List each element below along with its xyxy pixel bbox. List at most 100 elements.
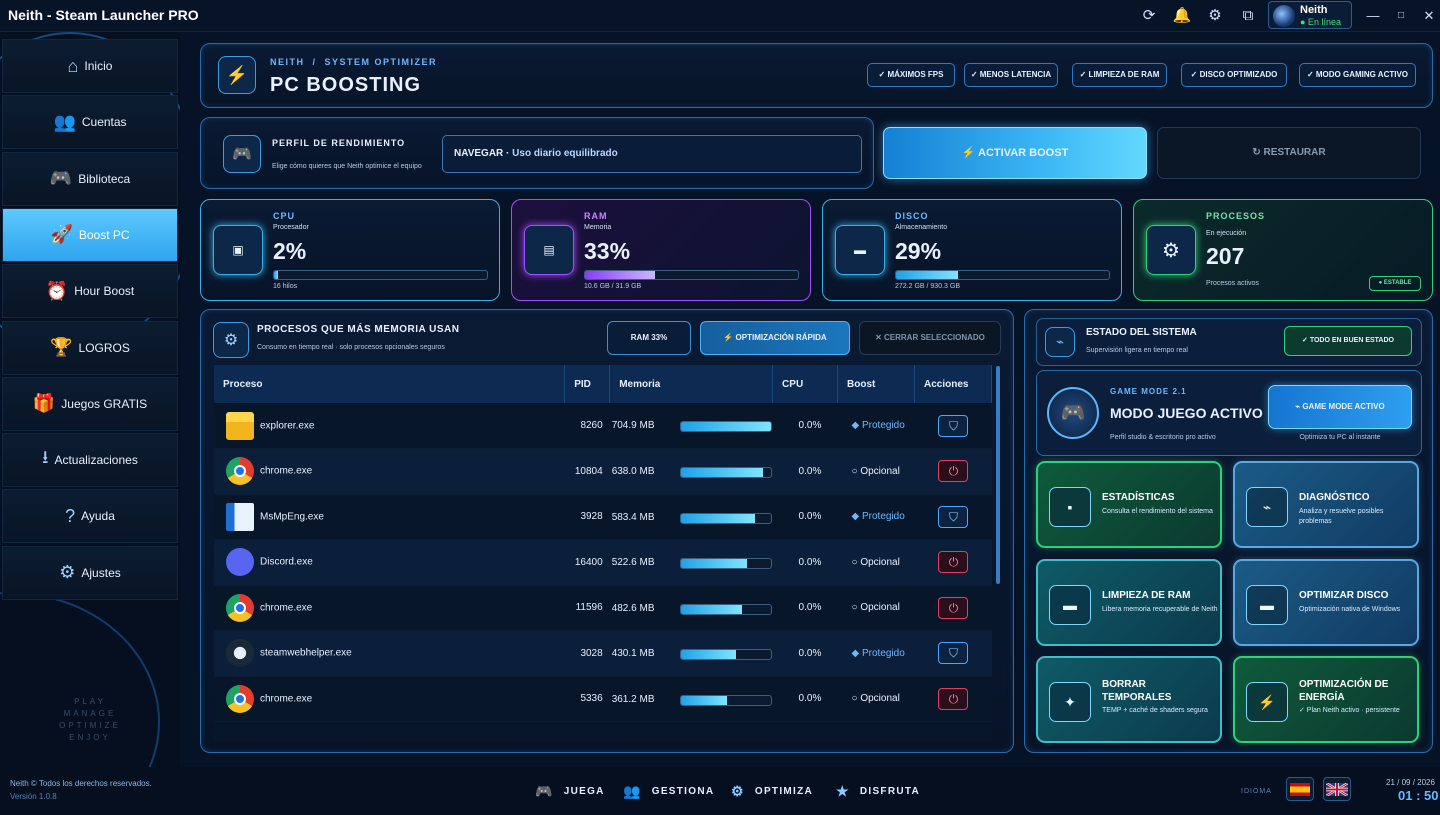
process-memory: 583.4 MB xyxy=(611,511,655,523)
lightning-icon: ⚡ xyxy=(218,56,256,94)
table-row[interactable]: chrome.exe 10804 638.0 MB 0.0% ○ Opcional ⏻ xyxy=(214,448,992,495)
quick-optimize-button[interactable]: ⚡ OPTIMIZACIÓN RÁPIDA xyxy=(700,321,850,355)
power-icon[interactable]: ⏻ xyxy=(938,596,969,619)
power-icon[interactable]: ⏻ xyxy=(938,551,969,574)
stat-foot: 16 hilos xyxy=(273,283,298,290)
stat-value: 33% xyxy=(584,238,631,264)
minimize-button[interactable]: — xyxy=(1366,8,1380,23)
tile-disk[interactable]: ▬ OPTIMIZAR DISCO Optimización nativa de W… xyxy=(1233,558,1419,646)
footer-nav-optimiza[interactable]: ⚙ OPTIMIZA xyxy=(731,783,814,799)
footer: Neith © Todos los derechos reservados. V… xyxy=(0,767,1440,815)
process-cpu: 0.0% xyxy=(772,539,838,586)
game-mode-card: 🎮 GAME MODE 2.1 MODO JUEGO ACTIVO Perfil… xyxy=(1036,370,1422,456)
power-icon[interactable]: ⏻ xyxy=(938,460,969,483)
process-cpu: 0.0% xyxy=(772,676,838,722)
stat-card-cpu: ▣ CPU Procesador 2% 16 hilos xyxy=(200,199,500,301)
sidebar-item-boost-pc[interactable]: 🚀 Boost PC xyxy=(2,207,178,262)
sidebar-item-ajustes[interactable]: ⚙ Ajustes xyxy=(2,545,178,600)
profile-title: PERFIL DE RENDIMIENTO xyxy=(272,138,406,148)
profile-panel: 🎮 PERFIL DE RENDIMIENTO Elige cómo quier… xyxy=(200,117,874,189)
gear-icon: ⚙ xyxy=(213,322,249,358)
shield-icon[interactable]: ⛉ xyxy=(938,414,969,437)
boost-status: Opcional xyxy=(860,693,900,705)
table-row[interactable]: explorer.exe 8260 704.9 MB 0.0% ◆ Protegido ⛉ xyxy=(214,403,992,449)
footer-nav-gestiona[interactable]: 👥 GESTIONA xyxy=(623,783,715,799)
sidebar-item-actualizaciones[interactable]: ⭳ Actualizaciones xyxy=(2,433,178,488)
column-header[interactable]: Acciones xyxy=(914,365,992,403)
clock: 01 : 50 xyxy=(1398,788,1439,803)
table-row[interactable]: Discord.exe 16400 522.6 MB 0.0% ○ Opcional ⏻ xyxy=(214,539,992,586)
stat-card-disco: ▬ DISCO Almacenamiento 29% 272.2 GB / 930.3 … xyxy=(822,199,1122,301)
sidebar-item-label: Hour Boost xyxy=(74,284,135,299)
footer-nav-disfruta[interactable]: ★ DISFRUTA xyxy=(836,783,921,799)
profile-select[interactable]: NAVEGAR · Uso diario equilibrado xyxy=(442,135,862,173)
column-header[interactable]: PID xyxy=(564,365,611,403)
stat-bar xyxy=(895,270,1110,280)
sidebar-item-logros[interactable]: 🏆 LOGROS xyxy=(2,320,178,375)
disk-icon: ▬ xyxy=(1246,584,1288,625)
sidebar-item-biblioteca[interactable]: 🎮 Biblioteca xyxy=(2,151,178,206)
tile-diagnostic[interactable]: ⌁ DIAGNÓSTICO Analiza y resuelve posibles … xyxy=(1233,461,1419,548)
stat-bar xyxy=(273,270,488,280)
process-cpu: 0.0% xyxy=(772,630,838,677)
close-selected-button[interactable]: ✕ CERRAR SELECCIONADO xyxy=(859,321,1001,355)
footer-nav-juega[interactable]: 🎮 JUEGA xyxy=(535,783,605,799)
sidebar-item-ayuda[interactable]: ? Ayuda xyxy=(2,489,178,544)
tile-sparkle[interactable]: ✦ BORRAR TEMPORALES TEMP + caché de shader… xyxy=(1036,656,1222,743)
circle-icon: ○ xyxy=(851,556,858,568)
sidebar-item-inicio[interactable]: ⌂ Inicio xyxy=(2,39,178,93)
process-memory: 430.1 MB xyxy=(611,648,655,659)
power-icon[interactable]: ⏻ xyxy=(938,687,969,710)
tile-stats[interactable]: ▪ ESTADÍSTICAS Consulta el rendimiento del… xyxy=(1036,461,1222,548)
win-app-icon xyxy=(226,502,254,531)
column-header[interactable]: Proceso xyxy=(214,365,566,403)
table-row[interactable]: chrome.exe 11596 482.6 MB 0.0% ○ Opcional ⏻ xyxy=(214,585,992,631)
close-button[interactable]: ✕ xyxy=(1423,8,1435,23)
download-icon: ⭳ xyxy=(42,447,49,468)
sidebar-item-cuentas[interactable]: 👥 Cuentas xyxy=(2,95,178,150)
boost-status: Protegido xyxy=(862,420,905,431)
settings-icon[interactable]: ⚙ xyxy=(1208,7,1222,24)
tile-title: OPTIMIZAR DISCO xyxy=(1299,589,1389,601)
tile-title: LIMPIEZA DE RAM xyxy=(1102,589,1191,601)
process-name: MsMpEng.exe xyxy=(260,511,324,523)
sidebar-item-hour-boost[interactable]: ⏰ Hour Boost xyxy=(2,264,178,319)
memory-bar xyxy=(679,421,772,432)
restore-button[interactable]: ↻ RESTAURAR xyxy=(1157,127,1421,179)
flag-es-button[interactable] xyxy=(1286,777,1314,801)
sidebar-item-label: Boost PC xyxy=(78,227,130,242)
process-memory: 704.9 MB xyxy=(611,420,655,431)
flag-en-button[interactable] xyxy=(1323,777,1351,801)
scrollbar[interactable] xyxy=(996,366,1000,584)
user-chip[interactable]: Neith ● En línea xyxy=(1268,1,1352,29)
sidebar-item-juegos-gratis[interactable]: 🎁 Juegos GRATIS xyxy=(2,376,178,431)
window-icon[interactable]: ⧉ xyxy=(1242,7,1254,24)
circle-icon: ○ xyxy=(851,693,858,705)
refresh-icon[interactable]: ⟳ xyxy=(1142,7,1156,24)
sidebar-item-label: Ajustes xyxy=(81,565,121,580)
stat-value: 2% xyxy=(273,238,307,264)
game-mode-title: MODO JUEGO ACTIVO xyxy=(1110,405,1263,421)
table-row[interactable]: MsMpEng.exe 3928 583.4 MB 0.0% ◆ Protegido ⛉ xyxy=(214,494,992,540)
tile-energy[interactable]: ⚡ OPTIMIZACIÓN DE ENERGÍA ✓ Plan Neith act… xyxy=(1233,656,1419,743)
boost-status: Opcional xyxy=(860,556,900,568)
game-mode-button[interactable]: ⌁ GAME MODE ACTIVO xyxy=(1268,385,1412,429)
profile-subtitle: Elige cómo quieres que Neith optimice el… xyxy=(272,163,422,170)
shield-icon[interactable]: ⛉ xyxy=(938,505,969,528)
boost-status: Protegido xyxy=(862,511,905,523)
table-row[interactable]: chrome.exe 5336 361.2 MB 0.0% ○ Opcional ⏻ xyxy=(214,676,992,722)
table-row[interactable]: steamwebhelper.exe 3028 430.1 MB 0.0% ◆ Prot… xyxy=(214,630,992,677)
home-icon: ⌂ xyxy=(67,55,79,76)
column-header[interactable]: Boost xyxy=(837,365,915,403)
shield-icon[interactable]: ⛉ xyxy=(938,642,969,665)
process-cpu: 0.0% xyxy=(772,403,838,449)
bell-icon[interactable]: 🔔 xyxy=(1172,7,1192,24)
tile-ram[interactable]: ▬ LIMPIEZA DE RAM Libera memoria recuperab… xyxy=(1036,558,1222,646)
maximize-button[interactable]: □ xyxy=(1397,10,1405,21)
stat-sub: Almacenamiento xyxy=(895,224,948,231)
column-header[interactable]: Memoria xyxy=(609,365,774,403)
column-header[interactable]: CPU xyxy=(772,365,839,403)
activate-boost-button[interactable]: ⚡ ACTIVAR BOOST xyxy=(883,127,1147,179)
stat-bar xyxy=(584,270,799,280)
spain-flag-icon xyxy=(1290,783,1310,796)
